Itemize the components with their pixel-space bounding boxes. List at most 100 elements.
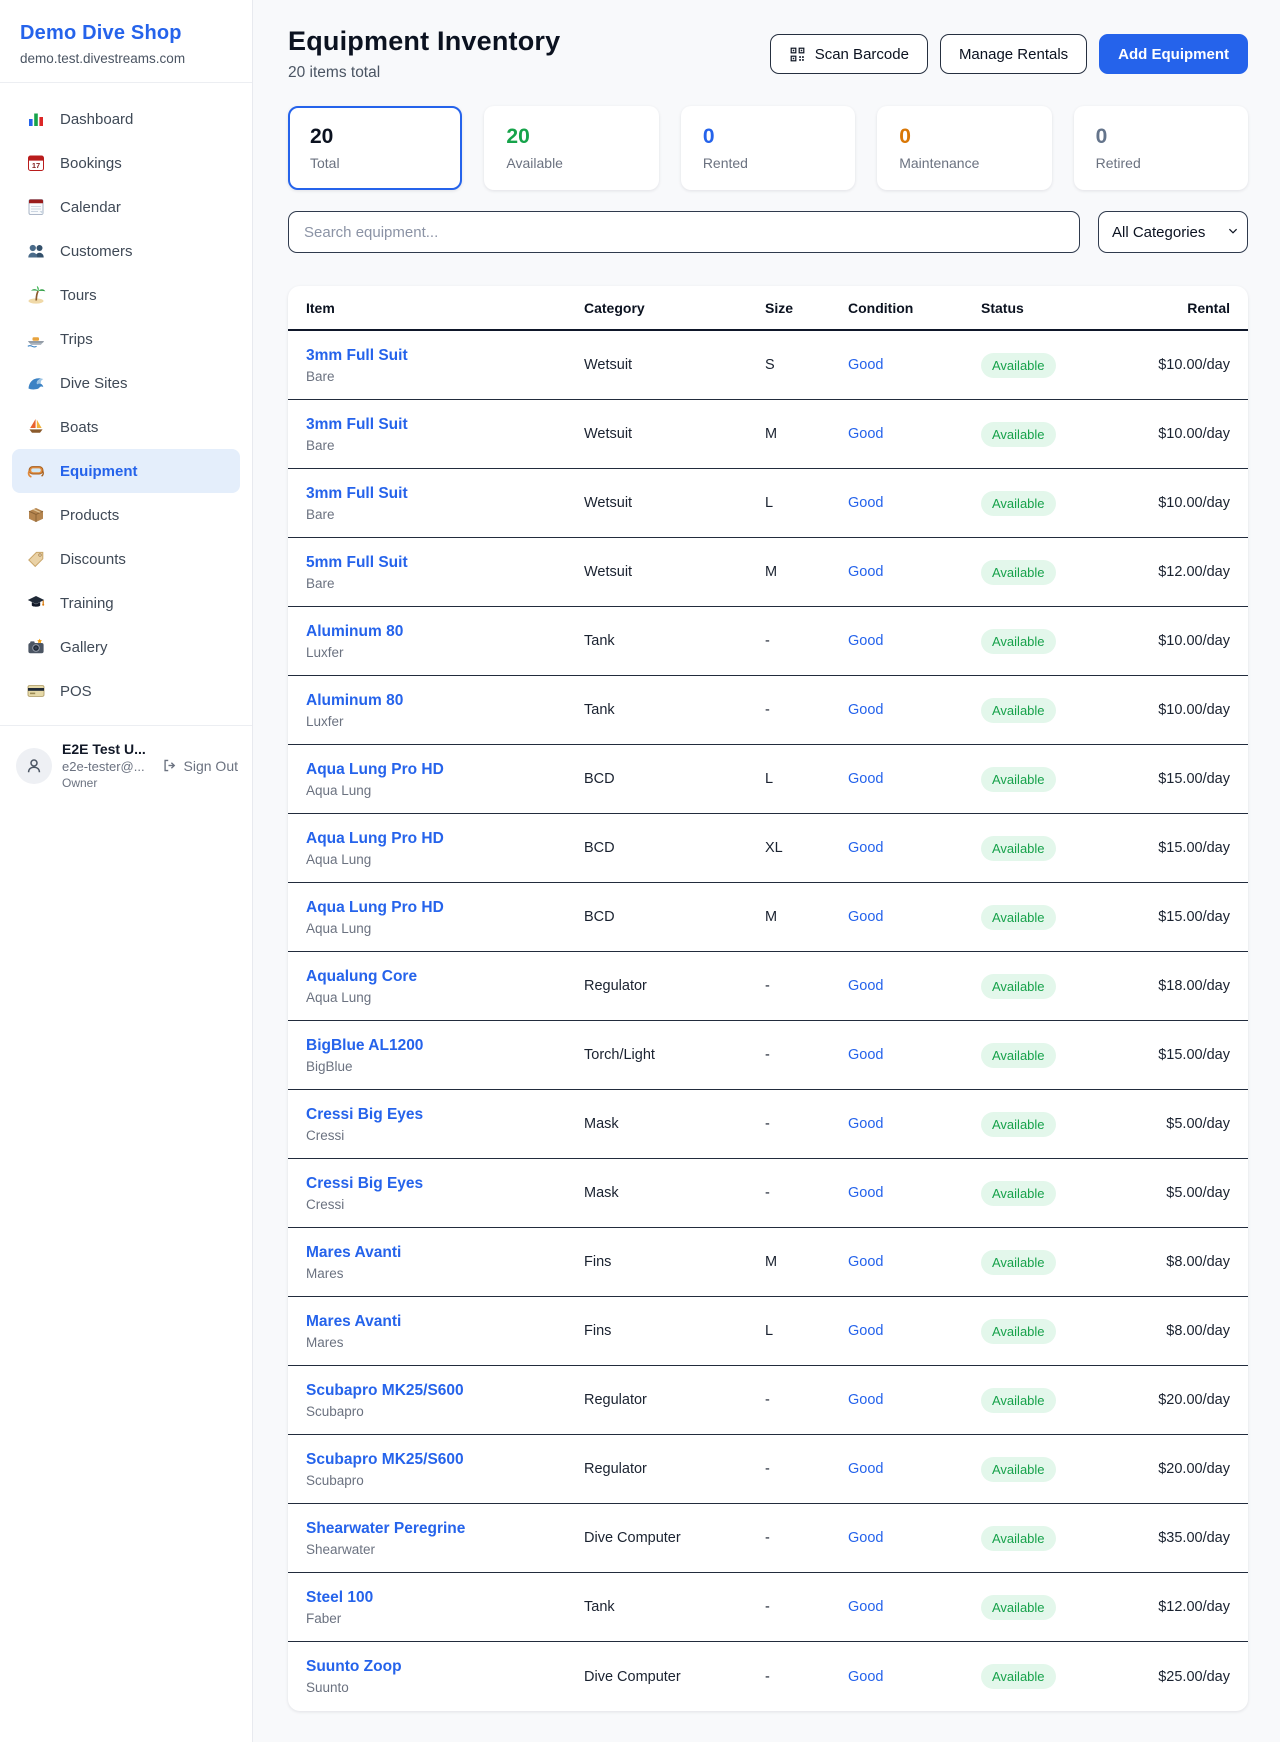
dive-sites-icon	[26, 373, 46, 393]
status-cell: Available	[981, 421, 1141, 447]
status-cell: Available	[981, 973, 1141, 999]
sidebar-item-label: POS	[60, 682, 92, 700]
boats-icon	[26, 417, 46, 437]
sidebar-item-bookings[interactable]: 17 Bookings	[12, 141, 240, 185]
status-badge: Available	[981, 1042, 1056, 1068]
item-name-link[interactable]: Shearwater Peregrine	[306, 1519, 466, 1537]
stat-card-maintenance[interactable]: 0 Maintenance	[877, 106, 1052, 190]
category-cell: Fins	[584, 1323, 612, 1339]
sidebar-item-discounts[interactable]: Discounts	[12, 537, 240, 581]
item-name-link[interactable]: 3mm Full Suit	[306, 346, 408, 364]
item-name-link[interactable]: Aluminum 80	[306, 691, 404, 709]
condition-link[interactable]: Good	[848, 1599, 884, 1615]
item-name-link[interactable]: Mares Avanti	[306, 1312, 402, 1330]
rental-cell: $15.00/day	[1158, 909, 1230, 925]
condition-link[interactable]: Good	[848, 840, 884, 856]
item-name-link[interactable]: BigBlue AL1200	[306, 1036, 424, 1054]
item-cell: Shearwater Peregrine Shearwater	[306, 1520, 584, 1557]
item-brand: Aqua Lung	[306, 920, 372, 936]
condition-link[interactable]: Good	[848, 1323, 884, 1339]
condition-link[interactable]: Good	[848, 1047, 884, 1063]
status-cell: Available	[981, 559, 1141, 585]
sidebar-item-pos[interactable]: POS	[12, 669, 240, 713]
sidebar-item-label: Equipment	[60, 462, 138, 480]
item-name-link[interactable]: 5mm Full Suit	[306, 553, 408, 571]
condition-link[interactable]: Good	[848, 633, 884, 649]
condition-link[interactable]: Good	[848, 495, 884, 511]
size-cell: -	[765, 1530, 770, 1546]
condition-link[interactable]: Good	[848, 1461, 884, 1477]
item-name-link[interactable]: 3mm Full Suit	[306, 484, 408, 502]
item-name-link[interactable]: Mares Avanti	[306, 1243, 402, 1261]
sidebar-item-dashboard[interactable]: Dashboard	[12, 97, 240, 141]
manage-rentals-button[interactable]: Manage Rentals	[939, 34, 1088, 74]
item-brand: Scubapro	[306, 1403, 364, 1419]
item-name-link[interactable]: Suunto Zoop	[306, 1658, 402, 1675]
stat-card-available[interactable]: 20 Available	[484, 106, 659, 190]
status-cell: Available	[981, 490, 1141, 516]
condition-link[interactable]: Good	[848, 771, 884, 787]
condition-link[interactable]: Good	[848, 426, 884, 442]
add-equipment-button[interactable]: Add Equipment	[1099, 34, 1248, 74]
condition-link[interactable]: Good	[848, 1530, 884, 1546]
condition-link[interactable]: Good	[848, 1668, 884, 1685]
stat-card-retired[interactable]: 0 Retired	[1073, 106, 1249, 190]
sign-out-button[interactable]: Sign Out	[161, 757, 238, 774]
sidebar-item-label: Calendar	[60, 198, 121, 216]
condition-link[interactable]: Good	[848, 357, 884, 373]
item-brand: Aqua Lung	[306, 989, 372, 1005]
table-row: 3mm Full Suit Bare Wetsuit M Good Availa…	[288, 400, 1248, 469]
condition-link[interactable]: Good	[848, 1185, 884, 1201]
condition-link[interactable]: Good	[848, 909, 884, 925]
sidebar-item-products[interactable]: Products	[12, 493, 240, 537]
sidebar-item-dive-sites[interactable]: Dive Sites	[12, 361, 240, 405]
item-name-link[interactable]: Aqualung Core	[306, 967, 418, 985]
condition-link[interactable]: Good	[848, 978, 884, 994]
item-name-link[interactable]: Scubapro MK25/S600	[306, 1450, 464, 1468]
size-cell: L	[765, 771, 774, 787]
table-row: BigBlue AL1200 BigBlue Torch/Light - Goo…	[288, 1021, 1248, 1090]
category-filter-select[interactable]: All Categories	[1098, 211, 1248, 253]
stat-card-rented[interactable]: 0 Rented	[680, 106, 856, 190]
item-name-link[interactable]: Aluminum 80	[306, 622, 404, 640]
stat-value: 0	[1095, 125, 1108, 148]
sidebar-item-trips[interactable]: Trips	[12, 317, 240, 361]
sidebar-item-training[interactable]: Training	[12, 581, 240, 625]
item-name-link[interactable]: Cressi Big Eyes	[306, 1174, 424, 1192]
sidebar-item-gallery[interactable]: Gallery	[12, 625, 240, 669]
size-cell: M	[765, 426, 778, 442]
size-cell: -	[765, 1185, 770, 1201]
item-name-link[interactable]: Aqua Lung Pro HD	[306, 760, 444, 778]
dashboard-icon	[26, 109, 46, 129]
item-cell: Cressi Big Eyes Cressi	[306, 1106, 584, 1143]
user-info: E2E Test U... e2e-tester@... Owner	[62, 741, 151, 790]
sidebar-item-calendar[interactable]: Calendar	[12, 185, 240, 229]
sidebar-item-boats[interactable]: Boats	[12, 405, 240, 449]
sidebar-item-customers[interactable]: Customers	[12, 229, 240, 273]
condition-link[interactable]: Good	[848, 702, 884, 718]
status-cell: Available	[981, 766, 1141, 792]
item-brand: Suunto	[306, 1680, 349, 1695]
status-badge: Available	[981, 421, 1056, 447]
status-cell: Available	[981, 1318, 1141, 1344]
condition-link[interactable]: Good	[848, 1116, 884, 1132]
item-name-link[interactable]: Aqua Lung Pro HD	[306, 829, 444, 847]
search-input[interactable]	[288, 211, 1080, 253]
stat-card-total[interactable]: 20 Total	[288, 106, 463, 190]
equipment-table-body: 3mm Full Suit Bare Wetsuit S Good Availa…	[288, 331, 1248, 1711]
item-name-link[interactable]: Aqua Lung Pro HD	[306, 898, 444, 916]
filter-bar: All Categories	[288, 211, 1248, 253]
item-name-link[interactable]: 3mm Full Suit	[306, 415, 408, 433]
size-cell: -	[765, 1116, 770, 1132]
sidebar-item-tours[interactable]: Tours	[12, 273, 240, 317]
item-name-link[interactable]: Scubapro MK25/S600	[306, 1381, 464, 1399]
table-header-row: Item Category Size Condition Status Rent…	[288, 286, 1248, 331]
condition-link[interactable]: Good	[848, 1392, 884, 1408]
rental-cell: $15.00/day	[1158, 771, 1230, 787]
condition-link[interactable]: Good	[848, 1254, 884, 1270]
scan-barcode-button[interactable]: Scan Barcode	[769, 34, 928, 74]
item-name-link[interactable]: Steel 100	[306, 1588, 374, 1606]
item-name-link[interactable]: Cressi Big Eyes	[306, 1105, 424, 1123]
sidebar-item-equipment[interactable]: Equipment	[12, 449, 240, 493]
condition-link[interactable]: Good	[848, 564, 884, 580]
